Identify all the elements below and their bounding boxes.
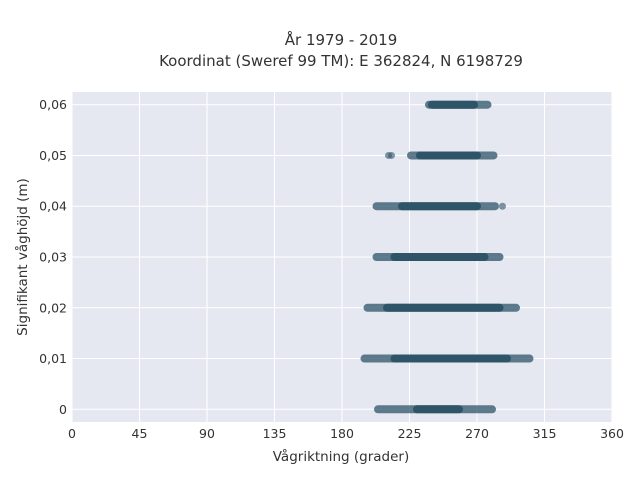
x-tick-label: 0: [68, 426, 76, 441]
y-axis-ticks: 0 0,01 0,02 0,03 0,04 0,05 0,06: [39, 97, 67, 417]
y-tick-label: 0,03: [39, 250, 67, 265]
y-tick-label: 0,04: [39, 199, 67, 214]
y-tick-label: 0,06: [39, 97, 67, 112]
scatter-bands: [360, 100, 534, 414]
x-axis-ticks: 0 45 90 135 180 225 270 315 360: [68, 426, 624, 441]
scatter-point: [499, 202, 506, 210]
x-tick-label: 225: [398, 426, 422, 441]
x-tick-label: 360: [600, 426, 624, 441]
y-tick-label: 0,05: [39, 148, 67, 163]
x-tick-label: 270: [465, 426, 489, 441]
x-axis-label: Vågriktning (grader): [273, 448, 410, 465]
x-tick-label: 135: [263, 426, 287, 441]
chart-title-line1: År 1979 - 2019: [285, 30, 398, 49]
x-tick-label: 315: [533, 426, 557, 441]
y-axis-label: Signifikant våghöjd (m): [14, 178, 31, 336]
scatter-points: [385, 151, 506, 210]
scatter-point: [388, 151, 395, 159]
y-tick-label: 0: [59, 402, 67, 417]
y-tick-label: 0,01: [39, 351, 67, 366]
x-tick-label: 90: [199, 426, 215, 441]
chart-title-line2: Koordinat (Sweref 99 TM): E 362824, N 61…: [159, 52, 523, 70]
y-tick-label: 0,02: [39, 300, 67, 315]
x-tick-label: 45: [132, 426, 148, 441]
x-tick-label: 180: [330, 426, 354, 441]
